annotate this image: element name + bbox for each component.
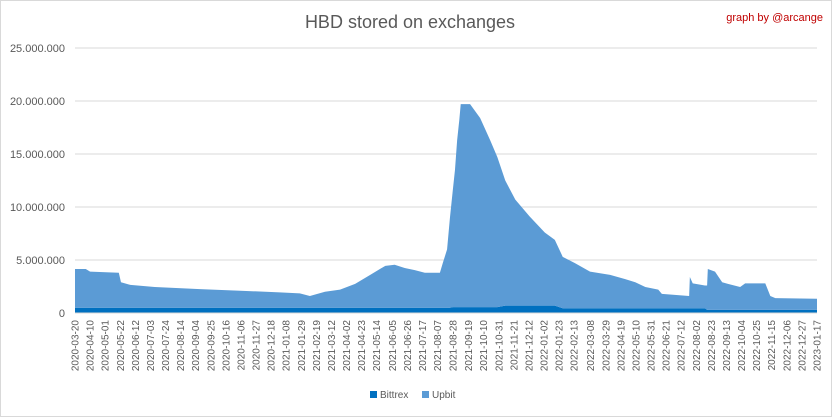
- x-tick-label: 2020-05-01: [101, 320, 112, 372]
- x-tick-label: 2021-06-05: [388, 320, 399, 372]
- x-tick-label: 2022-07-12: [677, 320, 688, 372]
- x-tick-label: 2022-08-23: [707, 320, 718, 372]
- area-upbit: [75, 104, 817, 310]
- x-tick-label: 2022-03-29: [601, 320, 612, 372]
- y-tick-label: 10.000.000: [10, 202, 65, 214]
- y-tick-label: 0: [59, 308, 65, 320]
- areas: [75, 104, 817, 314]
- x-tick-label: 2020-09-04: [191, 320, 202, 372]
- x-tick-label: 2021-02-19: [312, 320, 323, 372]
- x-tick-label: 2022-11-15: [767, 320, 778, 371]
- x-tick-label: 2020-05-22: [116, 320, 127, 372]
- credit-annotation: graph by @arcange: [726, 12, 823, 24]
- legend-label-upbit: Upbit: [432, 390, 456, 401]
- x-tick-label: 2022-06-21: [662, 320, 673, 372]
- x-tick-label: 2020-08-14: [176, 320, 187, 372]
- x-tick-label: 2021-04-23: [357, 320, 368, 372]
- y-tick-label: 15.000.000: [10, 149, 65, 161]
- x-tick-label: 2020-07-03: [146, 320, 157, 372]
- x-tick-label: 2021-06-26: [403, 320, 414, 372]
- x-tick-label: 2021-11-21: [509, 320, 520, 371]
- x-tick-label: 2020-06-12: [131, 320, 142, 372]
- x-tick-label: 2021-10-31: [494, 320, 505, 372]
- x-tick-label: 2022-12-27: [797, 320, 808, 372]
- x-tick-label: 2022-08-02: [692, 320, 703, 372]
- x-tick-label: 2021-05-14: [372, 320, 383, 372]
- x-tick-label: 2021-09-19: [464, 320, 475, 372]
- x-tick-label: 2022-10-25: [752, 320, 763, 372]
- x-tick-label: 2022-05-10: [631, 320, 642, 372]
- x-tick-label: 2021-12-12: [524, 320, 535, 372]
- x-tick-label: 2021-01-08: [282, 320, 293, 372]
- x-tick-label: 2021-10-10: [479, 320, 490, 372]
- gridlines: [75, 47, 817, 261]
- x-tick-label: 2022-05-31: [647, 320, 658, 372]
- x-tick-label: 2021-01-29: [297, 320, 308, 372]
- x-tick-label: 2022-01-02: [540, 320, 551, 372]
- x-tick-label: 2020-04-10: [86, 320, 97, 372]
- legend: Bittrex Upbit: [370, 390, 456, 401]
- x-tick-label: 2020-11-06: [236, 320, 247, 371]
- x-axis-ticks: 2020-03-20 2020-04-10 2020-05-01 2020-05-22…: [71, 320, 824, 372]
- y-tick-label: 20.000.000: [10, 96, 65, 108]
- x-tick-label: 2022-10-04: [737, 320, 748, 372]
- x-tick-label: 2022-04-19: [616, 320, 627, 372]
- x-tick-label: 2020-09-25: [206, 320, 217, 372]
- x-tick-label: 2022-09-13: [722, 320, 733, 372]
- x-tick-label: 2020-03-20: [71, 320, 82, 372]
- x-tick-label: 2021-08-07: [433, 320, 444, 372]
- x-tick-label: 2022-01-23: [555, 320, 566, 372]
- x-tick-label: 2020-11-27: [252, 320, 263, 371]
- legend-swatch-upbit: [422, 391, 429, 398]
- x-tick-label: 2020-10-16: [221, 320, 232, 372]
- x-tick-label: 2021-07-17: [418, 320, 429, 372]
- y-tick-label: 25.000.000: [10, 43, 65, 55]
- legend-swatch-bittrex: [370, 391, 377, 398]
- area-bittrex: [75, 305, 817, 313]
- x-tick-label: 2023-01-17: [813, 320, 824, 372]
- legend-label-bittrex: Bittrex: [380, 390, 408, 401]
- x-tick-label: 2021-04-02: [342, 320, 353, 372]
- x-tick-label: 2020-12-18: [267, 320, 278, 372]
- y-axis-ticks: 0 5.000.000 10.000.000 15.000.000 20.000.000…: [10, 43, 65, 320]
- x-tick-label: 2021-03-12: [327, 320, 338, 372]
- x-tick-label: 2020-07-24: [161, 320, 172, 372]
- x-tick-label: 2021-08-28: [448, 320, 459, 372]
- chart-title: HBD stored on exchanges: [305, 12, 515, 32]
- x-tick-label: 2022-03-08: [586, 320, 597, 372]
- y-tick-label: 5.000.000: [16, 255, 65, 267]
- x-tick-label: 2022-02-13: [570, 320, 581, 372]
- x-tick-label: 2022-12-06: [782, 320, 793, 372]
